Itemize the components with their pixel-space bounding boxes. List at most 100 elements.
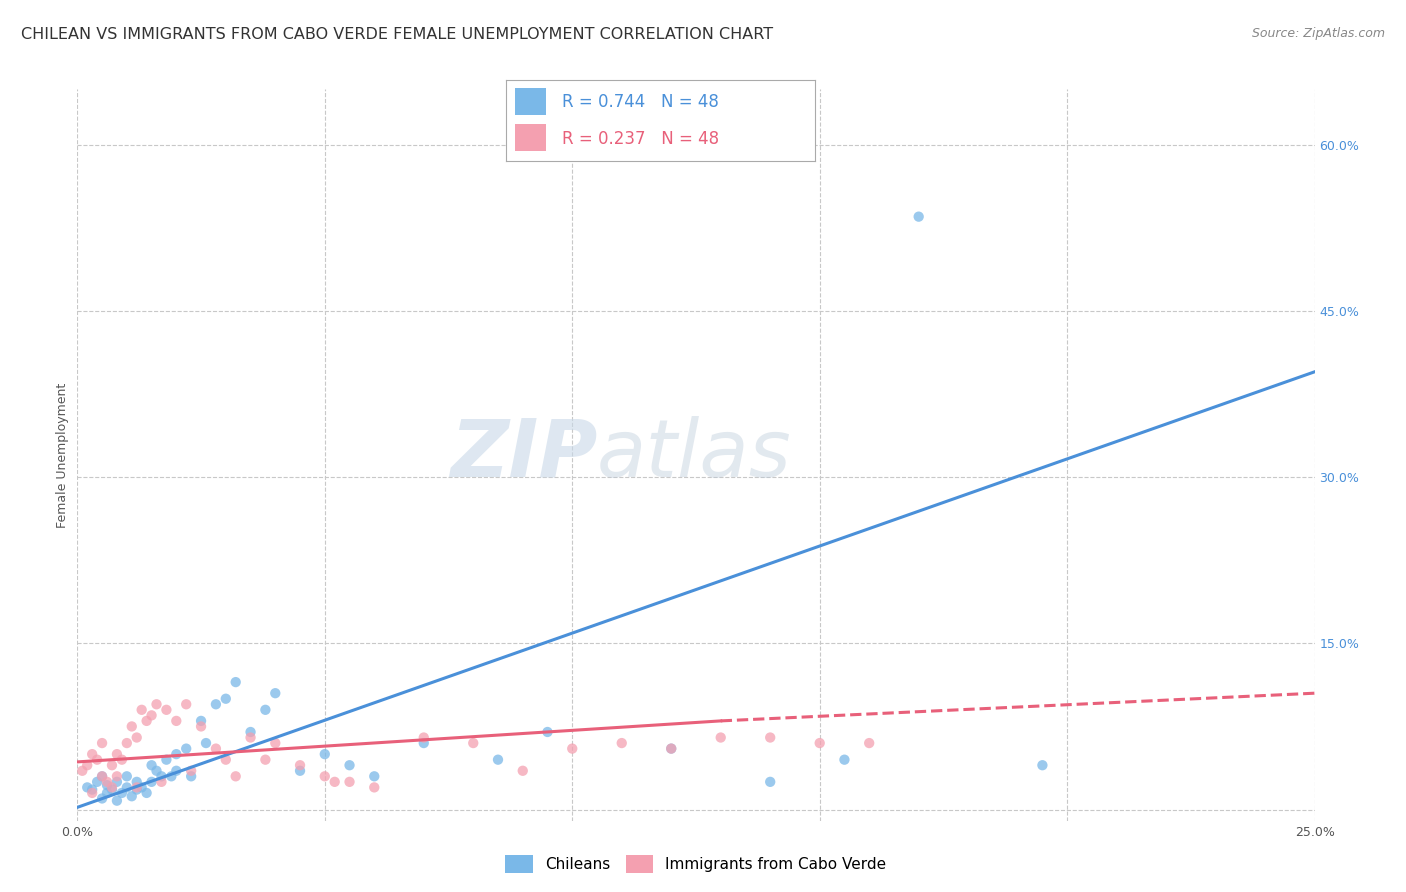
Point	[412, 736, 434, 750]
Point	[323, 775, 346, 789]
Point	[125, 731, 148, 745]
Point	[858, 736, 880, 750]
Point	[125, 780, 148, 795]
Point	[101, 782, 124, 797]
Point	[225, 769, 247, 783]
Point	[759, 731, 782, 745]
Point	[105, 747, 128, 761]
Point	[141, 708, 163, 723]
Point	[190, 719, 212, 733]
Point	[91, 769, 114, 783]
Point	[288, 758, 311, 772]
Text: Source: ZipAtlas.com: Source: ZipAtlas.com	[1251, 27, 1385, 40]
Point	[659, 741, 682, 756]
Point	[121, 719, 143, 733]
Point	[76, 780, 98, 795]
Point	[561, 741, 583, 756]
Text: atlas: atlas	[598, 416, 792, 494]
Point	[610, 736, 633, 750]
Point	[86, 775, 108, 789]
Point	[150, 775, 173, 789]
Point	[145, 698, 167, 712]
Point	[180, 769, 202, 783]
Point	[125, 775, 148, 789]
Point	[486, 753, 509, 767]
Legend: Chileans, Immigrants from Cabo Verde: Chileans, Immigrants from Cabo Verde	[499, 849, 893, 879]
Point	[82, 786, 104, 800]
Point	[86, 753, 108, 767]
Point	[96, 775, 118, 789]
Point	[254, 703, 277, 717]
Point	[165, 714, 187, 728]
Point	[91, 736, 114, 750]
Point	[225, 675, 247, 690]
Point	[115, 736, 138, 750]
Point	[160, 769, 183, 783]
Point	[314, 747, 336, 761]
FancyBboxPatch shape	[516, 125, 547, 151]
Point	[239, 725, 262, 739]
Point	[155, 753, 177, 767]
Point	[180, 764, 202, 778]
Point	[135, 786, 157, 800]
Point	[135, 714, 157, 728]
Point	[834, 753, 856, 767]
Y-axis label: Female Unemployment: Female Unemployment	[56, 383, 69, 527]
Point	[239, 731, 262, 745]
Point	[111, 753, 134, 767]
Point	[131, 780, 153, 795]
Point	[76, 758, 98, 772]
Point	[91, 791, 114, 805]
Text: ZIP: ZIP	[450, 416, 598, 494]
Point	[288, 764, 311, 778]
Text: CHILEAN VS IMMIGRANTS FROM CABO VERDE FEMALE UNEMPLOYMENT CORRELATION CHART: CHILEAN VS IMMIGRANTS FROM CABO VERDE FE…	[21, 27, 773, 42]
Point	[215, 753, 238, 767]
Point	[339, 758, 361, 772]
Point	[190, 714, 212, 728]
Point	[314, 769, 336, 783]
Point	[121, 789, 143, 804]
Point	[72, 764, 94, 778]
Point	[155, 703, 177, 717]
Point	[82, 782, 104, 797]
Point	[96, 778, 118, 792]
Point	[115, 769, 138, 783]
Point	[412, 731, 434, 745]
Point	[101, 780, 124, 795]
Point	[115, 780, 138, 795]
Point	[141, 758, 163, 772]
Point	[131, 703, 153, 717]
Point	[165, 747, 187, 761]
Point	[174, 698, 197, 712]
Point	[150, 769, 173, 783]
Point	[96, 786, 118, 800]
Point	[141, 775, 163, 789]
Point	[105, 794, 128, 808]
Point	[205, 698, 228, 712]
Point	[254, 753, 277, 767]
Point	[1031, 758, 1053, 772]
Point	[463, 736, 485, 750]
Point	[101, 758, 124, 772]
Point	[907, 210, 929, 224]
Point	[512, 764, 534, 778]
Point	[174, 741, 197, 756]
Point	[759, 775, 782, 789]
Point	[105, 775, 128, 789]
FancyBboxPatch shape	[516, 88, 547, 115]
Point	[339, 775, 361, 789]
Point	[264, 686, 287, 700]
Point	[195, 736, 218, 750]
Point	[205, 741, 228, 756]
Point	[808, 736, 831, 750]
Point	[659, 741, 682, 756]
Point	[215, 691, 238, 706]
Point	[105, 769, 128, 783]
Point	[536, 725, 558, 739]
Point	[82, 747, 104, 761]
Point	[125, 782, 148, 797]
Point	[264, 736, 287, 750]
Point	[363, 769, 385, 783]
Text: R = 0.237   N = 48: R = 0.237 N = 48	[562, 130, 718, 148]
Text: R = 0.744   N = 48: R = 0.744 N = 48	[562, 93, 718, 111]
